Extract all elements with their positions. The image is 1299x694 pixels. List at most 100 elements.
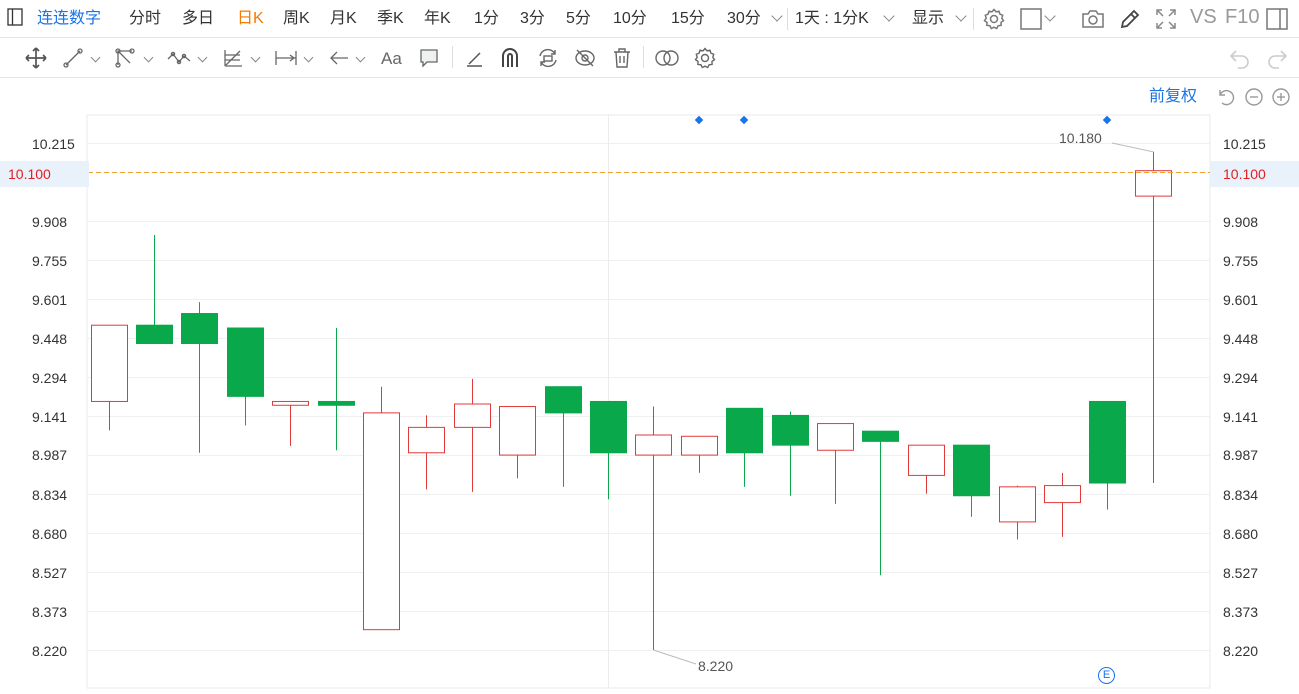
right-tick: 8.987 — [1223, 447, 1259, 463]
candle-body — [363, 412, 400, 631]
comment-tool-icon[interactable] — [418, 47, 440, 69]
candle-body — [272, 400, 309, 406]
divider — [643, 46, 644, 68]
candle-body — [953, 444, 990, 497]
period-tab-daily[interactable]: 日K — [237, 10, 264, 27]
candle — [1089, 400, 1126, 510]
candle-body — [590, 400, 627, 454]
compare-circles-icon[interactable] — [654, 47, 680, 69]
candle-body — [817, 423, 854, 451]
period-tab-multiday[interactable]: 多日 — [182, 10, 215, 27]
vs-compare-button[interactable]: VS — [1190, 6, 1217, 28]
magnet-icon[interactable] — [499, 46, 521, 70]
signal-diamond-marker — [1102, 115, 1112, 125]
text-tool-icon[interactable]: Aa — [380, 46, 406, 70]
f10-button[interactable]: F10 — [1225, 6, 1260, 28]
left-tick: 8.680 — [32, 526, 68, 542]
candle — [91, 324, 128, 431]
period-tab-15min[interactable]: 15分 — [671, 10, 705, 27]
display-menu[interactable]: 显示 — [912, 10, 945, 27]
low-price-label: 8.220 — [698, 658, 734, 674]
period-tab-intraday[interactable]: 分时 — [129, 10, 162, 27]
draw-line-icon[interactable] — [463, 47, 485, 69]
candle — [817, 423, 854, 504]
candle — [227, 327, 264, 426]
zoom-out-icon[interactable] — [1244, 87, 1264, 107]
period-tab-30min[interactable]: 30分 — [727, 10, 761, 27]
color-box-icon[interactable] — [1020, 8, 1042, 30]
sidebar-toggle-icon[interactable] — [7, 8, 23, 26]
fullscreen-icon[interactable] — [1155, 8, 1177, 30]
toolbar-settings-icon[interactable] — [693, 46, 717, 70]
candle-body — [408, 426, 445, 454]
adjust-mode-button[interactable]: 前复权 — [1148, 88, 1197, 105]
sync-lock-icon[interactable] — [536, 47, 560, 69]
period-tab-weekly[interactable]: 周K — [283, 10, 310, 27]
period-tab-monthly[interactable]: 月K — [330, 10, 357, 27]
candle-body — [726, 407, 763, 454]
candle-body — [227, 327, 264, 397]
candle-body — [454, 403, 491, 428]
candle-body — [545, 386, 582, 414]
overlay-layer — [0, 115, 1299, 665]
candle-body — [862, 430, 899, 442]
period-tab-yearly[interactable]: 年K — [424, 10, 451, 27]
period-tab-quarterly[interactable]: 季K — [377, 10, 404, 27]
candles-layer — [91, 151, 1172, 650]
candle-body — [136, 324, 173, 345]
line-tool-icon[interactable] — [62, 47, 84, 69]
event-marker-label: E — [1102, 669, 1111, 681]
left-tick: 9.755 — [32, 253, 68, 269]
right-tick: 9.141 — [1223, 409, 1259, 425]
hide-drawings-icon[interactable] — [573, 47, 597, 69]
current-price-badge-right: 10.100 — [1210, 161, 1299, 187]
candle — [590, 400, 627, 500]
undo-icon[interactable] — [1228, 47, 1252, 69]
channel-tool-icon[interactable] — [114, 47, 136, 69]
candle-body — [772, 414, 809, 446]
right-tick: 8.834 — [1223, 487, 1259, 503]
signal-diamond-marker — [739, 115, 749, 125]
candle — [272, 400, 309, 446]
settings-gear-icon[interactable] — [982, 7, 1006, 31]
left-tick: 9.601 — [32, 292, 68, 308]
svg-text:Aa: Aa — [381, 49, 402, 68]
trash-icon[interactable] — [611, 46, 633, 70]
candle-body — [318, 400, 355, 406]
period-tab-10min[interactable]: 10分 — [613, 10, 647, 27]
high-connector-line — [1111, 142, 1154, 153]
arrow-tool-icon[interactable] — [328, 47, 350, 69]
redo-icon[interactable] — [1265, 47, 1289, 69]
period-tab-3min[interactable]: 3分 — [520, 10, 545, 27]
fib-tool-icon[interactable] — [222, 47, 244, 69]
period-tab-1min[interactable]: 1分 — [474, 10, 499, 27]
pencil-draw-icon[interactable] — [1118, 7, 1142, 31]
zoom-in-icon[interactable] — [1271, 87, 1291, 107]
candle — [1135, 151, 1172, 484]
measure-tool-icon[interactable] — [274, 47, 298, 69]
stock-name[interactable]: 连连数字 — [37, 10, 102, 27]
event-marker-icon[interactable]: E — [1098, 667, 1115, 684]
right-tick: 9.294 — [1223, 370, 1259, 386]
candle — [181, 302, 218, 453]
camera-icon[interactable] — [1081, 8, 1105, 30]
period-tab-5min[interactable]: 5分 — [566, 10, 591, 27]
candle — [862, 430, 899, 576]
divider — [452, 46, 453, 68]
wave-tool-icon[interactable] — [166, 47, 192, 69]
side-panel-icon[interactable] — [1266, 8, 1288, 30]
candle — [318, 328, 355, 451]
right-tick: 9.908 — [1223, 214, 1259, 230]
current-price-badge-left: 10.100 — [0, 161, 89, 187]
candle — [953, 444, 990, 517]
move-cross-icon[interactable] — [24, 46, 48, 70]
combo-period-select[interactable]: 1天 : 1分K — [795, 10, 869, 27]
right-tick: 8.220 — [1223, 643, 1259, 659]
candle — [1044, 472, 1081, 537]
left-tick: 9.141 — [32, 409, 68, 425]
right-tick: 8.527 — [1223, 565, 1259, 581]
candle — [499, 406, 536, 479]
candle — [772, 411, 809, 496]
reset-chart-icon[interactable] — [1216, 87, 1236, 107]
